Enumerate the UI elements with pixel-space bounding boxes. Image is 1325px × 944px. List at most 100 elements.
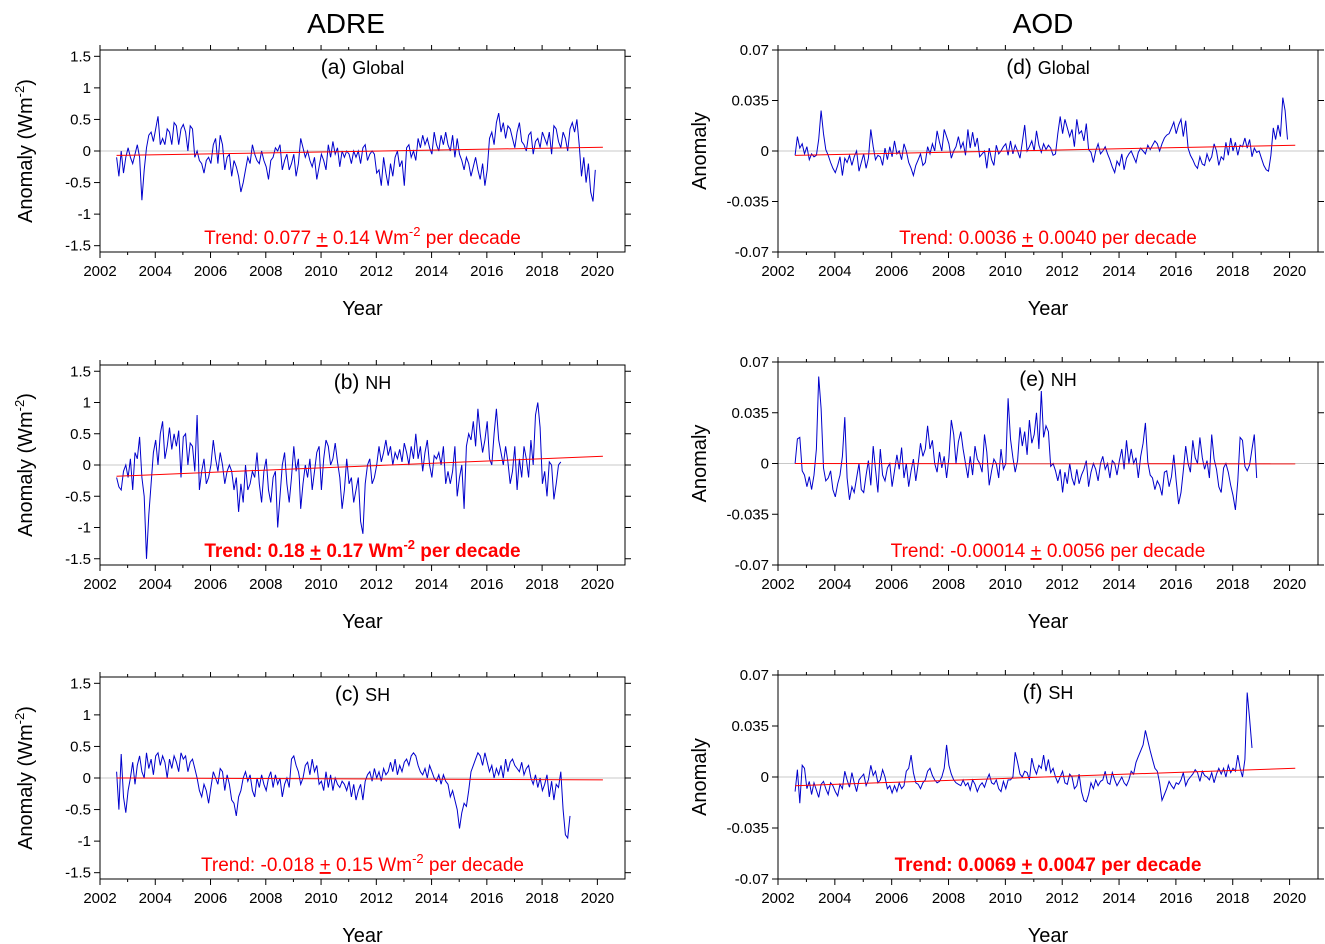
x-tick-label: 2002 xyxy=(761,890,794,907)
anomaly-series-line xyxy=(794,97,1288,178)
y-tick-label: -1.5 xyxy=(65,865,91,882)
trend-line xyxy=(116,777,603,781)
x-tick-label: 2020 xyxy=(581,890,614,907)
trend-annotation: Trend: 0.077 + 0.14 Wm-2 per decade xyxy=(204,224,521,249)
y-tick-label: -0.07 xyxy=(735,244,769,261)
x-tick-label: 2014 xyxy=(415,576,448,593)
trend-annotation: Trend: -0.018 + 0.15 Wm-2 per decade xyxy=(201,851,524,876)
trend-line xyxy=(116,455,603,477)
y-tick-label: -0.07 xyxy=(735,557,769,574)
trend-value: Trend: -0.018 xyxy=(201,855,320,876)
x-tick-label: 2014 xyxy=(1102,263,1135,280)
x-tick-label: 2014 xyxy=(415,890,448,907)
trend-unit-suffix: per decade xyxy=(415,541,521,562)
y-tick-label: 0 xyxy=(83,770,91,787)
y-tick-label: 0.035 xyxy=(731,718,769,735)
y-tick-label: 0 xyxy=(83,143,91,160)
x-tick-label: 2016 xyxy=(1159,890,1192,907)
y-tick-label: 0.035 xyxy=(731,93,769,110)
panel-region: NH xyxy=(1051,370,1077,390)
panel-letter: (d) xyxy=(1006,56,1038,79)
y-tick-label: 0.5 xyxy=(70,426,91,443)
y-axis-title-end: ) xyxy=(15,706,37,713)
panel-region: SH xyxy=(365,685,390,705)
y-axis-title: Anomaly xyxy=(689,112,711,190)
y-axis-title-text: Anomaly (Wm xyxy=(15,411,37,537)
x-tick-label: 2016 xyxy=(470,576,503,593)
trend-uncertainty: 0.14 Wm xyxy=(328,228,409,249)
anomaly-series-line xyxy=(116,402,562,559)
x-tick-label: 2002 xyxy=(83,263,116,280)
x-tick-label: 2012 xyxy=(360,890,393,907)
x-axis-title: Year xyxy=(1028,611,1069,633)
trend-uncertainty: 0.17 Wm xyxy=(321,541,403,562)
y-axis-title-superscript: -2 xyxy=(12,86,27,98)
x-tick-label: 2006 xyxy=(194,890,227,907)
anomaly-series-line xyxy=(794,692,1253,804)
trend-annotation: Trend: 0.0069 + 0.0047 per decade xyxy=(895,855,1202,876)
trend-uncertainty: 0.0056 per decade xyxy=(1042,541,1206,562)
trend-unit-superscript: -2 xyxy=(412,851,424,866)
y-tick-label: -0.5 xyxy=(65,802,91,819)
plus-minus-sign: + xyxy=(1021,855,1032,876)
y-tick-label: -1 xyxy=(78,206,91,223)
panel-region: NH xyxy=(365,373,391,393)
y-tick-label: -1 xyxy=(78,520,91,537)
y-axis-title: Anomaly (Wm-2) xyxy=(12,706,37,850)
x-tick-label: 2006 xyxy=(194,263,227,280)
y-tick-label: -0.035 xyxy=(726,194,769,211)
x-tick-label: 2004 xyxy=(139,576,172,593)
y-tick-label: -0.035 xyxy=(726,506,769,523)
x-tick-label: 2002 xyxy=(83,576,116,593)
x-tick-label: 2012 xyxy=(1046,263,1079,280)
panel-label: (b) NH xyxy=(334,371,392,394)
trend-line xyxy=(795,144,1296,156)
x-tick-label: 2020 xyxy=(1273,576,1306,593)
panel-letter: (c) xyxy=(335,683,365,706)
panel-a: 2002 2004 2006 2008 2010 2012 2014 2016 2018 2020… xyxy=(12,45,631,320)
y-tick-label: 0 xyxy=(761,143,769,160)
trend-uncertainty: 0.0047 per decade xyxy=(1032,855,1201,876)
trend-annotation: Trend: 0.0036 + 0.0040 per decade xyxy=(899,228,1197,249)
y-tick-label: 0.07 xyxy=(740,42,769,59)
x-axis-title: Year xyxy=(1028,925,1069,944)
x-tick-label: 2010 xyxy=(989,890,1022,907)
y-tick-label: -0.5 xyxy=(65,175,91,192)
x-axis-title: Year xyxy=(342,925,383,944)
x-tick-label: 2018 xyxy=(1216,576,1249,593)
y-tick-label: 0.035 xyxy=(731,405,769,422)
y-tick-label: 0.07 xyxy=(740,667,769,684)
trend-value: Trend: 0.0069 xyxy=(895,855,1022,876)
trend-uncertainty: 0.15 Wm xyxy=(331,855,412,876)
x-tick-label: 2018 xyxy=(525,576,558,593)
trend-value: Trend: 0.18 xyxy=(204,541,310,562)
panel-e: 2002 2004 2006 2008 2010 2012 2014 2016 2018 2020… xyxy=(689,354,1324,633)
y-tick-label: 0.5 xyxy=(70,738,91,755)
trend-value: Trend: 0.0036 xyxy=(899,228,1022,249)
panel-b: 2002 2004 2006 2008 2010 2012 2014 2016 2018 2020… xyxy=(12,360,631,633)
x-tick-label: 2016 xyxy=(1159,263,1192,280)
x-tick-label: 2008 xyxy=(249,263,282,280)
x-tick-label: 2010 xyxy=(304,576,337,593)
plus-minus-sign: + xyxy=(310,541,321,562)
x-tick-label: 2006 xyxy=(875,890,908,907)
y-tick-label: -0.035 xyxy=(726,820,769,837)
x-tick-label: 2006 xyxy=(875,263,908,280)
y-tick-label: 1 xyxy=(83,707,91,724)
x-tick-label: 2012 xyxy=(1046,890,1079,907)
y-tick-label: 1.5 xyxy=(70,48,91,65)
x-tick-label: 2004 xyxy=(139,890,172,907)
y-tick-label: 0 xyxy=(761,769,769,786)
y-axis-title-end: ) xyxy=(15,393,37,400)
trend-unit-superscript: -2 xyxy=(403,537,415,552)
plus-minus-sign: + xyxy=(1022,228,1033,249)
y-tick-label: -1.5 xyxy=(65,551,91,568)
panel-letter: (b) xyxy=(334,371,366,394)
trend-unit-suffix: per decade xyxy=(420,228,520,249)
x-tick-label: 2012 xyxy=(360,576,393,593)
y-axis-title-text: Anomaly xyxy=(689,425,711,503)
x-tick-label: 2014 xyxy=(1102,576,1135,593)
x-tick-label: 2016 xyxy=(470,263,503,280)
trend-value: Trend: -0.00014 xyxy=(891,541,1031,562)
